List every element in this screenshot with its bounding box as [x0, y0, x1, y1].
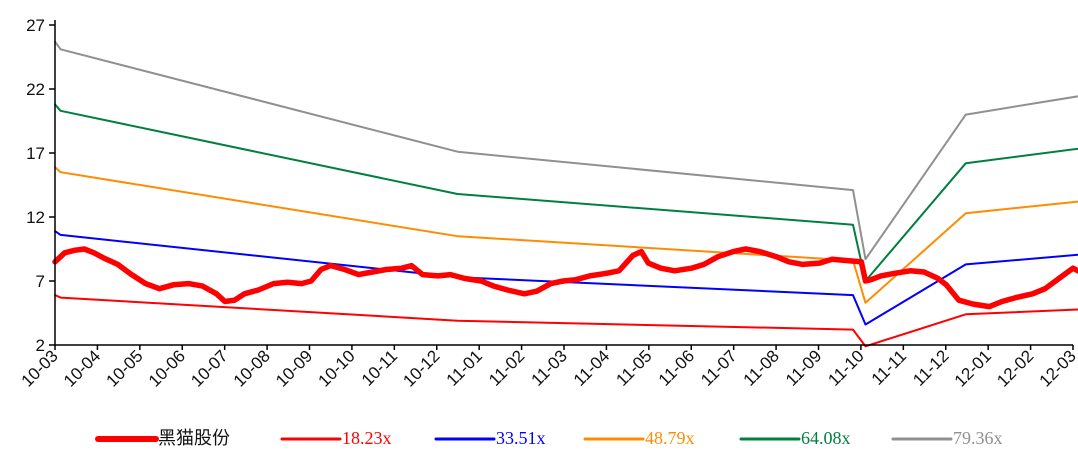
x-tick-label: 10-11: [358, 346, 401, 389]
legend-label: 33.51x: [496, 428, 546, 448]
x-tick-label: 10-10: [315, 346, 359, 390]
x-tick-label: 11-03: [528, 346, 571, 389]
x-tick-label: 11-10: [824, 346, 867, 389]
axes: 271217222710-0310-0410-0510-0610-0710-08…: [18, 16, 1078, 391]
x-tick-label: 11-06: [655, 346, 698, 389]
legend-label: 64.08x: [801, 428, 851, 448]
x-tick-label: 10-05: [102, 346, 146, 390]
y-tick-label: 22: [26, 80, 45, 99]
x-tick-label: 11-07: [697, 346, 740, 389]
x-tick-label: 11-01: [443, 346, 486, 389]
y-tick-label: 2: [36, 336, 45, 355]
x-tick-label: 11-11: [868, 346, 910, 388]
y-tick-label: 17: [26, 144, 45, 163]
series-line-band-1: [54, 294, 1078, 348]
x-tick-label: 11-04: [570, 346, 613, 389]
plot-lines: [52, 40, 1078, 348]
x-tick-label: 10-07: [187, 346, 231, 390]
x-tick-label: 11-02: [485, 346, 528, 389]
x-tick-label: 10-06: [145, 346, 189, 390]
x-tick-label: 11-12: [909, 346, 952, 389]
x-tick-label: 10-08: [230, 346, 274, 390]
y-tick-label: 27: [26, 16, 45, 35]
y-tick-label: 7: [36, 272, 45, 291]
x-tick-label: 10-09: [272, 346, 316, 390]
x-tick-label: 12-02: [993, 346, 1037, 390]
x-tick-label: 11-09: [782, 346, 825, 389]
series-line-price: [52, 246, 1078, 310]
series-line-band-2: [54, 230, 1078, 326]
x-tick-label: 11-05: [612, 346, 655, 389]
x-tick-label: 10-12: [399, 346, 443, 390]
x-tick-label: 12-03: [1036, 346, 1078, 390]
legend-label: 18.23x: [342, 428, 392, 448]
legend: 黑猫股份 18.23x 33.51x 48.79x 64.08x 79.36x: [95, 428, 1003, 448]
legend-label: 黑猫股份: [158, 428, 230, 448]
x-tick-label: 12-01: [951, 346, 995, 390]
series-line-band-4: [54, 103, 1078, 282]
series-line-band-5: [54, 40, 1078, 261]
x-tick-label: 11-08: [740, 346, 783, 389]
x-tick-label: 10-04: [60, 346, 104, 390]
legend-label: 48.79x: [645, 428, 695, 448]
legend-label: 79.36x: [953, 428, 1003, 448]
y-tick-label: 12: [26, 208, 45, 227]
